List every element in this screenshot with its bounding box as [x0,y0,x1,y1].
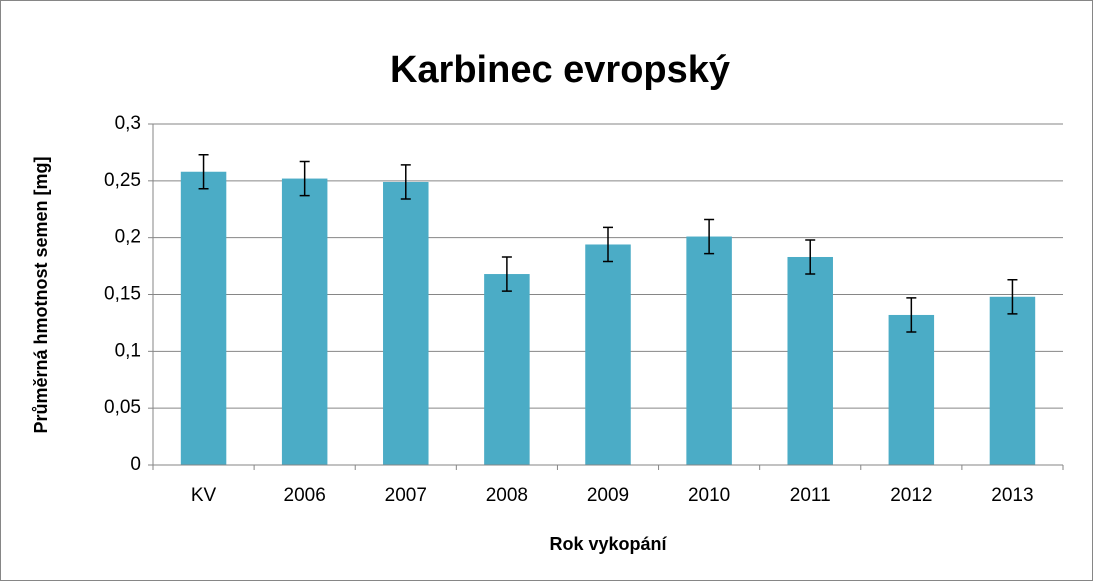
y-tick-label: 0,1 [115,340,141,361]
bar [180,171,227,466]
chart-title: Karbinec evropský [390,49,730,91]
y-tick-label: 0,3 [115,113,141,134]
bar [281,178,328,465]
y-tick-label: 0 [130,454,141,475]
error-bar [1007,278,1018,315]
bar [585,244,631,465]
x-tick-label: KV [191,485,217,506]
x-tick-label: 2010 [688,485,730,506]
bar [787,256,833,465]
y-tick-label: 0,25 [104,170,141,191]
bar [888,314,935,465]
x-tick-label: 2012 [890,485,932,506]
x-axis-label: Rok vykopání [549,534,667,554]
y-axis-label: Průměrná hmotnost semen [mg] [31,156,51,433]
x-tick-label: 2008 [486,485,528,506]
x-tick-label: 2009 [587,485,629,506]
error-bar [906,297,917,333]
error-bar [299,160,310,197]
bar [989,296,1036,465]
x-tick-label: 2007 [385,485,427,506]
bar [484,274,530,465]
y-tick-label: 0,2 [115,227,141,248]
error-bar [805,239,816,275]
bar [686,236,732,465]
error-bar [704,218,715,255]
error-bar [400,164,411,200]
error-bar [501,256,512,292]
error-bar [603,226,613,263]
error-bar [198,153,209,190]
x-tick-label: 2011 [790,485,831,506]
y-tick-label: 0,15 [104,284,141,305]
x-tick-label: 2013 [991,485,1033,506]
y-tick-label: 0,05 [104,397,141,418]
bar [383,181,429,465]
x-tick-label: 2006 [284,485,326,506]
